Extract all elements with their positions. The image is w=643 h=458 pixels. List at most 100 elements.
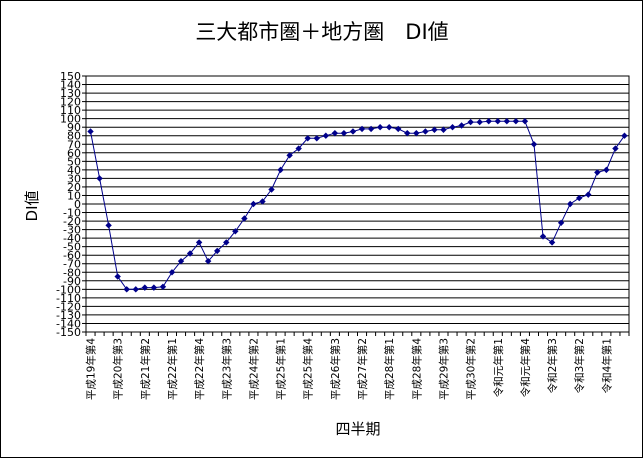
x-tick-label: 平成26年第3	[329, 338, 342, 400]
y-tick-label: 130	[60, 87, 81, 100]
y-tick-label: 100	[60, 113, 81, 126]
data-point	[494, 118, 501, 125]
data-point	[186, 250, 194, 257]
y-tick-label: 90	[67, 121, 81, 134]
y-tick-label: 40	[67, 164, 81, 177]
y-tick-label: -130	[56, 309, 81, 322]
data-point	[594, 169, 601, 176]
data-point	[204, 257, 212, 265]
data-point	[557, 219, 565, 226]
y-tick-label: -140	[56, 317, 81, 330]
data-point	[404, 129, 411, 137]
data-point	[214, 247, 221, 255]
y-tick-label: -70	[63, 258, 81, 271]
data-point	[322, 132, 330, 139]
data-point	[304, 135, 311, 142]
data-point	[395, 125, 402, 133]
data-point	[195, 239, 203, 246]
y-tick-label: -10	[63, 207, 81, 220]
data-point	[358, 125, 366, 133]
x-tick-label: 令和元年第1	[492, 338, 505, 397]
data-point	[621, 132, 628, 139]
data-point	[340, 129, 348, 137]
x-tick-label: 平成20年第3	[112, 338, 125, 400]
y-tick-label: -20	[63, 215, 81, 228]
y-tick-label: 70	[67, 138, 81, 151]
x-tick-label: 平成28年第1	[383, 338, 396, 400]
chart-title: 三大都市圏＋地方圏 DI値	[195, 20, 448, 44]
data-point	[603, 166, 610, 174]
data-point	[96, 175, 103, 182]
y-tick-label: 120	[60, 96, 81, 109]
x-tick-label: 平成19年第4	[85, 338, 98, 400]
x-tick-label: 平成24年第2	[247, 338, 260, 400]
data-point	[485, 118, 492, 125]
x-tick-label: 平成28年第4	[410, 338, 423, 400]
data-point	[223, 239, 230, 246]
data-point	[413, 129, 420, 137]
x-tick-label: 令和元年第4	[519, 338, 532, 397]
data-point	[259, 198, 266, 205]
data-point	[241, 215, 248, 222]
series-layer	[87, 118, 628, 293]
x-tick-label: 平成23年第3	[220, 338, 233, 400]
x-tick-label: 平成29年第3	[437, 338, 450, 400]
y-axis-title: DI値	[23, 191, 41, 222]
data-point	[548, 239, 556, 246]
data-point	[385, 124, 393, 131]
y-tick-label: 60	[67, 147, 81, 160]
x-tick-label: 平成27年第2	[356, 338, 369, 400]
data-point	[313, 135, 320, 142]
y-tick-label: 150	[60, 70, 81, 83]
x-tick-label: 平成21年第2	[139, 338, 152, 400]
data-point	[141, 284, 149, 291]
data-point	[150, 284, 158, 291]
data-point	[232, 228, 239, 235]
y-tick-label: -50	[63, 241, 81, 254]
data-point	[114, 273, 121, 280]
data-point	[159, 283, 167, 290]
data-point	[512, 118, 520, 125]
y-tick-label: 20	[67, 181, 81, 194]
y-tick-label: 110	[60, 104, 81, 117]
data-point	[349, 128, 357, 135]
data-point	[539, 233, 547, 240]
x-tick-label: 平成22年第1	[166, 338, 179, 400]
y-tick-label: -120	[56, 300, 81, 313]
y-tick-label: 30	[67, 172, 81, 185]
data-point	[503, 118, 511, 125]
y-tick-label: 10	[67, 189, 81, 202]
y-tick-label: -40	[63, 232, 81, 245]
x-tick-label: 令和3年第2	[573, 338, 586, 393]
data-point	[422, 128, 429, 135]
data-point	[467, 118, 474, 126]
data-point	[376, 124, 384, 131]
y-tick-label: 80	[67, 130, 81, 143]
x-axis-ticks: 平成19年第4 平成20年第3 平成21年第2 平成22年第1 平成22年第4 平成23年…	[85, 332, 630, 400]
x-tick-label: 平成25年第1	[275, 338, 288, 400]
x-axis-title: 四半期	[335, 420, 380, 438]
data-point	[331, 129, 339, 137]
y-tick-label: -60	[63, 249, 81, 262]
y-tick-label: -100	[56, 283, 81, 296]
y-tick-label: 140	[60, 79, 81, 92]
x-tick-label: 平成25年第4	[302, 338, 315, 400]
data-point	[576, 194, 583, 202]
series-line	[90, 120, 625, 290]
data-point	[367, 125, 375, 133]
data-point	[123, 286, 130, 293]
x-tick-label: 令和4年第1	[600, 338, 613, 393]
data-point	[250, 200, 257, 208]
y-tick-label: -30	[63, 224, 81, 237]
y-axis-ticks: -150-140-130-120-110-100-90-80-70-60-50-…	[56, 70, 86, 339]
data-point	[449, 124, 456, 131]
data-point	[277, 166, 284, 174]
x-tick-label: 平成30年第2	[465, 338, 478, 400]
data-point	[440, 126, 447, 133]
data-point	[286, 152, 293, 159]
x-tick-label: 平成22年第4	[193, 338, 206, 400]
data-point	[458, 122, 465, 129]
data-point	[87, 128, 94, 135]
data-point	[612, 145, 619, 152]
y-tick-label: -90	[63, 275, 81, 288]
